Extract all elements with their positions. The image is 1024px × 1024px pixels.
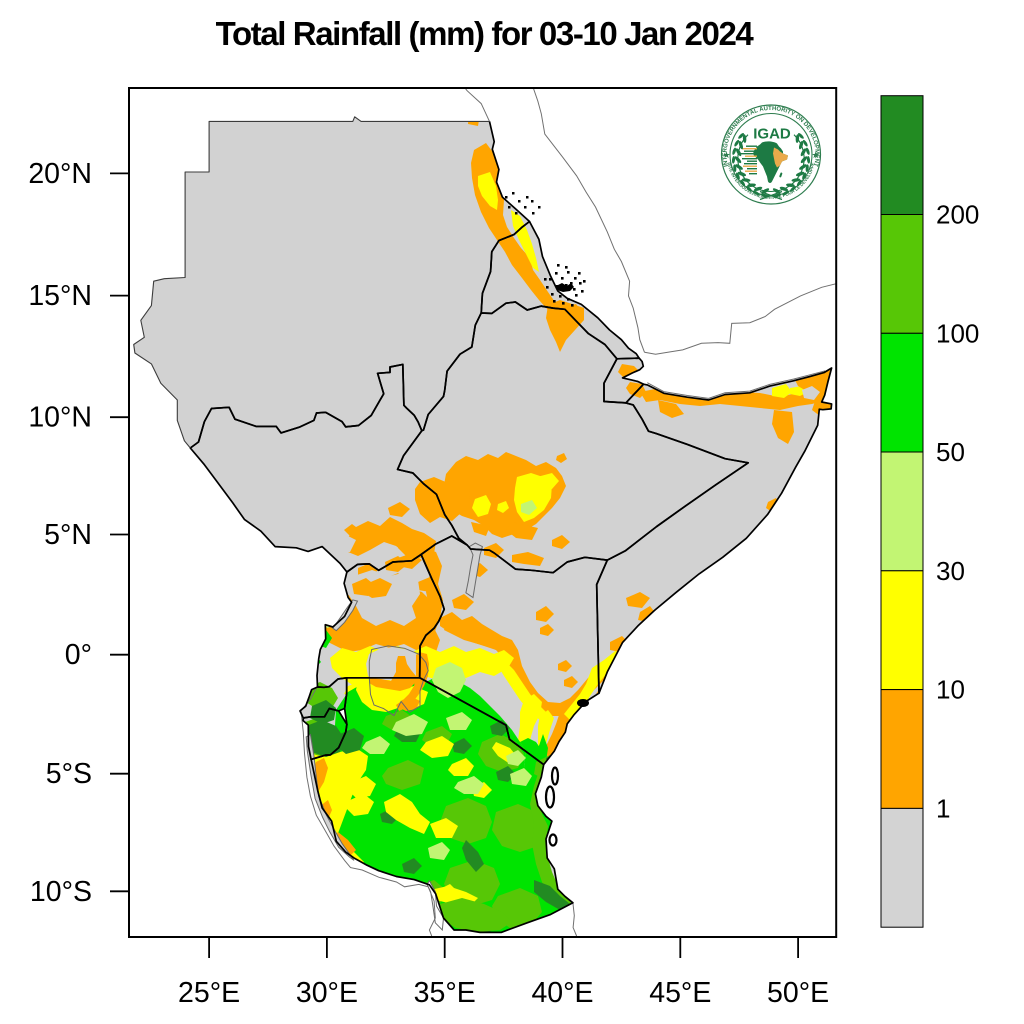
svg-text:★: ★: [722, 150, 730, 160]
svg-text:15°N: 15°N: [28, 280, 92, 312]
svg-text:40°E: 40°E: [531, 977, 593, 1009]
svg-text:5°S: 5°S: [46, 758, 92, 790]
svg-text:30: 30: [936, 556, 965, 586]
svg-text:35°E: 35°E: [414, 977, 476, 1009]
svg-text:50: 50: [936, 437, 965, 467]
svg-text:IGAD: IGAD: [753, 126, 791, 143]
svg-text:10°S: 10°S: [30, 876, 92, 908]
svg-text:5°N: 5°N: [44, 519, 92, 551]
svg-text:25°E: 25°E: [178, 977, 240, 1009]
svg-text:Total Rainfall (mm) for 03-10: Total Rainfall (mm) for 03-10 Jan 2024: [216, 15, 755, 52]
svg-text:45°E: 45°E: [649, 977, 711, 1009]
svg-text:★: ★: [811, 150, 819, 160]
svg-text:20°N: 20°N: [28, 158, 92, 190]
svg-text:0°: 0°: [65, 639, 92, 671]
svg-text:30°E: 30°E: [296, 977, 358, 1009]
svg-text:10°N: 10°N: [28, 402, 92, 434]
svg-text:1: 1: [936, 793, 950, 823]
svg-text:100: 100: [936, 318, 979, 348]
svg-text:10: 10: [936, 675, 965, 705]
svg-text:50°E: 50°E: [767, 977, 829, 1009]
svg-text:200: 200: [936, 200, 979, 230]
